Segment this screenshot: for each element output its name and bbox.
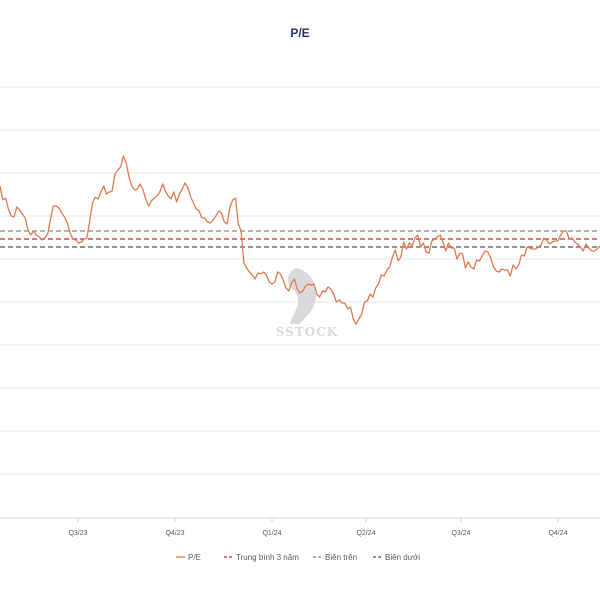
x-axis-ticks: Q3/23 Q4/23 Q1/24 Q2/24 Q3/24 Q4/24 <box>68 518 568 537</box>
legend-label: P/E <box>188 553 201 562</box>
legend-label: Trung bình 3 năm <box>236 553 299 562</box>
legend-item-upper[interactable]: Biên trên <box>313 553 357 562</box>
legend-item-lower[interactable]: Biên dưới <box>373 553 420 562</box>
legend-label: Biên trên <box>325 553 357 562</box>
grid-lines <box>0 86 600 475</box>
x-tick-label: Q1/24 <box>262 530 281 537</box>
legend: P/E Trung bình 3 năm Biên trên Biên dưới <box>176 553 420 562</box>
legend-item-pe[interactable]: P/E <box>176 553 201 562</box>
series-pe-line <box>0 155 600 325</box>
x-tick-label: Q3/24 <box>451 530 470 537</box>
watermark-logo: SSTOCK <box>276 268 338 339</box>
reference-lines <box>0 230 600 248</box>
chart-title: P/E <box>290 26 310 40</box>
legend-label: Biên dưới <box>385 553 420 562</box>
x-tick-label: Q2/24 <box>356 530 375 537</box>
series-lines <box>0 155 600 325</box>
x-tick-label: Q4/23 <box>165 530 184 537</box>
horse-logo-icon <box>287 268 317 324</box>
x-tick-label: Q4/24 <box>548 530 567 537</box>
watermark-text: SSTOCK <box>276 325 338 339</box>
x-tick-label: Q3/23 <box>68 530 87 537</box>
legend-item-mean[interactable]: Trung bình 3 năm <box>224 553 299 562</box>
